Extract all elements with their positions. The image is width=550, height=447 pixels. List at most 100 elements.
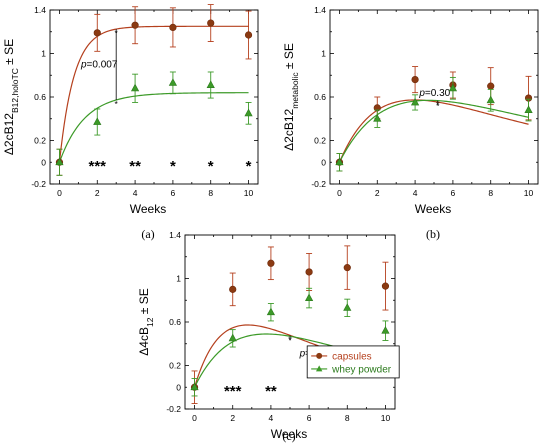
difference-mark-top: *: [436, 101, 440, 111]
data-point-capsules: [131, 21, 139, 29]
x-tick-label: 4: [133, 188, 138, 198]
y-axis-label: Δ2cB12B12,holoTC ± SE: [2, 39, 20, 155]
x-tick-label: 6: [171, 188, 176, 198]
data-point-capsules: [169, 23, 177, 32]
plot-frame: [184, 234, 396, 410]
fit-curve-capsules: [338, 99, 529, 163]
difference-mark-bottom: *: [115, 99, 119, 109]
fit-curve-capsules: [58, 25, 249, 163]
x-tick-label: 8: [208, 188, 213, 198]
x-axis-label: Weeks: [415, 202, 451, 216]
legend-marker-capsules: [316, 352, 323, 359]
data-point-whey-powder: [244, 108, 253, 117]
data-point-capsules: [93, 29, 101, 37]
panel-label: (b): [426, 227, 440, 241]
x-tick-label: 2: [375, 188, 380, 198]
significance-stars: **: [265, 383, 277, 400]
y-tick-label: 0: [176, 382, 181, 392]
data-point-whey-powder: [410, 97, 420, 106]
data-point-capsules: [343, 264, 351, 272]
data-point-whey-powder: [130, 83, 140, 92]
x-tick-label: 0: [192, 413, 197, 423]
y-tick-label: 1.4: [169, 230, 181, 240]
significance-stars: *: [208, 158, 214, 175]
y-tick-label: 0.2: [169, 361, 181, 371]
data-point-whey-powder: [381, 326, 390, 334]
data-point-whey-powder: [335, 157, 344, 166]
data-point-capsules: [267, 259, 275, 267]
y-axis-label: Δ4cB12 ± SE: [137, 288, 155, 355]
significance-stars: ***: [89, 158, 107, 175]
data-point-capsules: [244, 31, 253, 39]
data-point-whey-powder: [448, 83, 458, 92]
difference-mark-top: *: [288, 334, 292, 344]
y-tick-label: 1: [41, 49, 46, 59]
fit-curve-whey-powder: [58, 92, 249, 163]
y-tick-label: 0.6: [34, 92, 46, 102]
significance-stars: **: [129, 158, 141, 175]
data-point-whey-powder: [524, 105, 533, 113]
significance-stars: *: [246, 158, 252, 175]
y-tick-label: -0.2: [166, 404, 181, 414]
y-tick-label: 0.2: [34, 136, 46, 146]
legend-label-capsules: capsules: [332, 351, 371, 362]
significance-stars: *: [170, 158, 176, 175]
x-tick-label: 2: [95, 188, 100, 198]
data-point-whey-powder: [228, 333, 237, 342]
legend-marker-whey-powder: [315, 365, 323, 372]
y-tick-label: 0.6: [314, 92, 326, 102]
y-tick-label: -0.2: [311, 179, 326, 189]
y-tick-label: 0.2: [314, 136, 326, 146]
data-point-whey-powder: [266, 307, 276, 316]
data-point-whey-powder: [373, 114, 382, 122]
x-tick-label: 0: [57, 188, 62, 198]
x-tick-label: 4: [413, 188, 418, 198]
p-value-annotation: p=0.30: [418, 88, 450, 99]
x-tick-label: 8: [345, 413, 350, 423]
difference-mark-top: *: [115, 28, 119, 38]
y-tick-label: 1.4: [34, 5, 46, 15]
difference-mark-bottom: *: [436, 100, 440, 110]
data-point-whey-powder: [55, 157, 64, 166]
y-axis-label: Δ2cB12metabolic ± SE: [282, 43, 300, 151]
x-axis-label: Weeks: [130, 202, 166, 216]
x-tick-label: 6: [307, 413, 312, 423]
data-point-whey-powder: [168, 78, 178, 86]
p-value-annotation: p=0.007: [80, 60, 118, 71]
fit-curve-whey-powder: [338, 99, 529, 163]
data-point-capsules: [229, 285, 237, 293]
data-point-capsules: [381, 282, 390, 290]
x-tick-label: 10: [244, 188, 254, 198]
y-tick-label: 1.4: [314, 5, 326, 15]
data-point-whey-powder: [343, 303, 352, 311]
x-tick-label: 0: [337, 188, 342, 198]
x-tick-label: 6: [451, 188, 456, 198]
data-point-whey-powder: [206, 80, 215, 88]
x-tick-label: 8: [488, 188, 493, 198]
x-tick-label: 2: [230, 413, 235, 423]
data-point-whey-powder: [304, 293, 314, 301]
y-tick-label: 0.6: [169, 317, 181, 327]
x-axis-label: Weeks: [271, 427, 307, 441]
data-point-whey-powder: [93, 117, 102, 125]
legend-label-whey-powder: whey powder: [331, 364, 392, 375]
x-tick-label: 4: [269, 413, 274, 423]
difference-mark-bottom: *: [288, 335, 292, 345]
plot-frame: [49, 9, 259, 185]
y-tick-label: 0: [41, 157, 46, 167]
data-point-whey-powder: [486, 95, 495, 104]
data-point-capsules: [207, 19, 215, 27]
panel-label: (c): [282, 429, 295, 443]
panel-label: (a): [141, 227, 154, 241]
y-tick-label: -0.2: [31, 179, 46, 189]
y-tick-label: 1: [176, 274, 181, 284]
x-tick-label: 10: [524, 188, 534, 198]
panel-b: -0.2 0.2 0.6 1 1.4 0 0 2 4 6 8 10 Weeks Δ2cB12metabol…: [282, 5, 539, 241]
panel-a: -0.2 0.2 0.6 1 1.4 0 0 2 4 6 8 10 Weeks Δ2cB12B12,hol…: [2, 4, 259, 241]
y-tick-label: 0: [321, 157, 326, 167]
data-point-capsules: [305, 268, 313, 276]
x-tick-label: 10: [381, 413, 391, 423]
data-point-whey-powder: [190, 382, 199, 391]
data-point-capsules: [487, 82, 495, 90]
